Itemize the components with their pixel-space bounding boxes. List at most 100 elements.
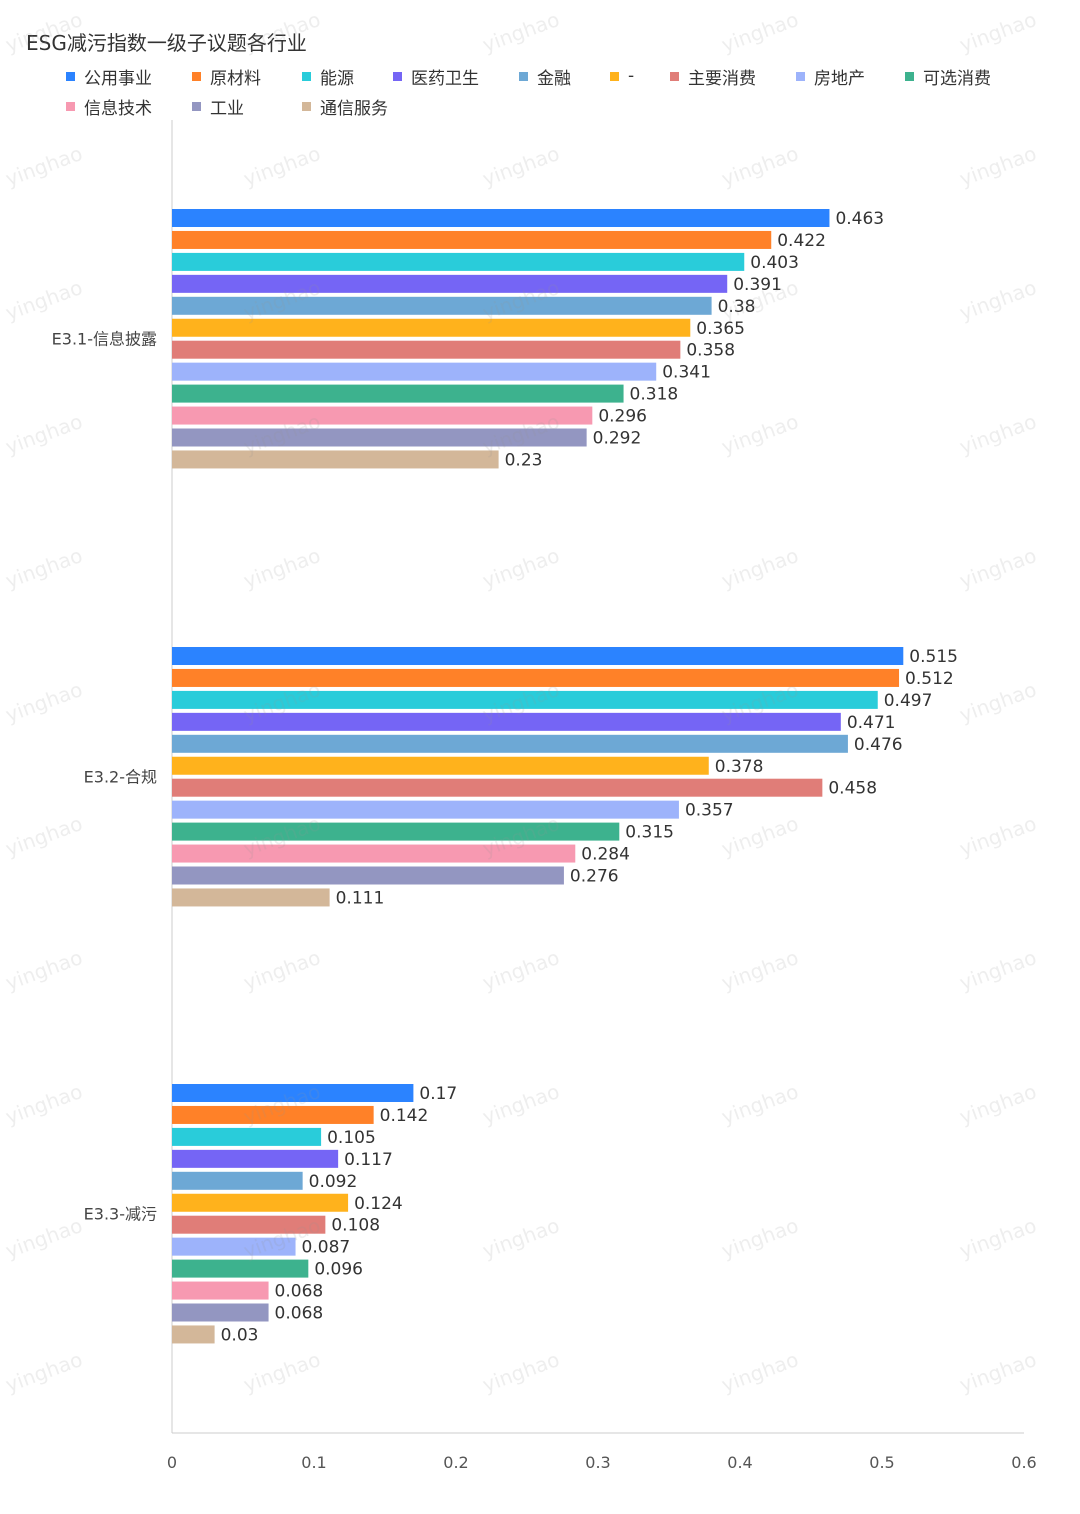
legend-item[interactable]: 信息技术 (66, 94, 192, 119)
legend-row: 信息技术 工业 通信服务 (66, 91, 1066, 121)
bar (172, 1325, 215, 1344)
legend-label: 能源 (320, 68, 354, 89)
chart-title: ESG减污指数一级子议题各行业 (26, 31, 307, 55)
data-label: 0.296 (598, 407, 647, 427)
bar (172, 318, 691, 337)
data-label: 0.476 (854, 735, 903, 755)
data-label: 0.357 (685, 801, 734, 821)
data-label: 0.108 (331, 1216, 380, 1236)
x-tick-label: 0.5 (869, 1453, 894, 1472)
x-tick-label: 0.3 (585, 1453, 610, 1472)
legend-swatch (905, 71, 914, 81)
legend-label: - (628, 66, 635, 86)
data-label: 0.087 (302, 1238, 351, 1258)
bar (172, 800, 679, 819)
bar (172, 1193, 349, 1212)
bar (172, 1084, 414, 1102)
legend-item[interactable]: - (610, 66, 670, 86)
legend-label: 通信服务 (320, 98, 388, 119)
data-label: 0.318 (630, 385, 679, 405)
data-label: 0.463 (835, 209, 884, 229)
data-label: 0.03 (221, 1325, 259, 1345)
data-label: 0.38 (718, 297, 756, 317)
data-label: 0.111 (336, 888, 385, 908)
bar (172, 1259, 309, 1278)
data-label: 0.142 (380, 1106, 429, 1126)
legend-item[interactable]: 公用事业 (66, 64, 192, 89)
data-label: 0.284 (581, 845, 630, 865)
data-label: 0.23 (505, 450, 543, 470)
data-label: 0.315 (625, 823, 674, 843)
data-label: 0.458 (828, 779, 877, 799)
bar (172, 1281, 269, 1300)
bar (172, 668, 900, 687)
legend-swatch (670, 71, 679, 81)
bar (172, 1149, 339, 1168)
legend-label: 公用事业 (84, 68, 152, 89)
data-label: 0.391 (733, 275, 782, 295)
legend-item[interactable]: 能源 (302, 64, 393, 89)
data-label: 0.365 (696, 319, 745, 339)
legend-label: 可选消费 (923, 68, 991, 89)
legend-item[interactable]: 通信服务 (302, 94, 393, 119)
bar (172, 428, 587, 447)
x-tick-label: 0 (167, 1453, 177, 1472)
bar (172, 1215, 326, 1234)
data-label: 0.068 (275, 1282, 324, 1302)
bar (172, 888, 330, 907)
legend-swatch (192, 71, 201, 81)
legend-item[interactable]: 可选消费 (905, 64, 1031, 89)
legend-label: 医药卫生 (411, 68, 479, 89)
bar (172, 230, 772, 249)
data-label: 0.403 (750, 253, 799, 273)
bar (172, 340, 681, 359)
x-tick-label: 0.2 (443, 1453, 468, 1472)
data-label: 0.471 (847, 713, 896, 733)
legend-swatch (302, 101, 311, 111)
legend-swatch (66, 71, 75, 81)
legend-swatch (192, 101, 201, 111)
bar (172, 362, 657, 381)
x-tick-label: 0.6 (1011, 1453, 1036, 1472)
legend-item[interactable]: 主要消费 (670, 64, 796, 89)
category-label: E3.1-信息披露 (52, 330, 157, 349)
legend-label: 原材料 (210, 68, 261, 89)
data-label: 0.358 (686, 341, 735, 361)
legend-item[interactable]: 工业 (192, 94, 302, 119)
bar (172, 450, 499, 469)
bar (172, 778, 823, 797)
legend-item[interactable]: 金融 (519, 64, 610, 89)
bar (172, 1105, 374, 1124)
bar (172, 866, 564, 885)
legend-item[interactable]: 房地产 (796, 64, 905, 89)
data-label: 0.515 (909, 647, 958, 667)
legend-label: 房地产 (814, 68, 865, 89)
legend-label: 金融 (537, 68, 571, 89)
legend-swatch (519, 71, 528, 81)
bar (172, 690, 878, 709)
bar (172, 209, 830, 227)
data-label: 0.092 (309, 1172, 358, 1192)
data-label: 0.292 (593, 429, 642, 449)
data-label: 0.096 (314, 1260, 363, 1280)
data-label: 0.378 (715, 757, 764, 777)
data-label: 0.17 (419, 1084, 457, 1104)
bar (172, 384, 624, 403)
bar (172, 1127, 322, 1146)
legend-label: 工业 (210, 98, 244, 119)
bar (172, 756, 709, 775)
data-label: 0.105 (327, 1128, 376, 1148)
legend-label: 主要消费 (688, 68, 756, 89)
legend-item[interactable]: 医药卫生 (393, 64, 519, 89)
bar (172, 712, 841, 731)
legend-swatch (66, 101, 75, 111)
legend-row: 公用事业 原材料 能源 医药卫生 金融 - 主要消费 房地产 可选消费 (66, 61, 1066, 91)
bar (172, 296, 712, 315)
bar (172, 274, 728, 293)
data-label: 0.512 (905, 669, 954, 689)
legend-item[interactable]: 原材料 (192, 64, 302, 89)
legend-label: 信息技术 (84, 98, 152, 119)
data-label: 0.124 (354, 1194, 403, 1214)
legend-swatch (302, 71, 311, 81)
